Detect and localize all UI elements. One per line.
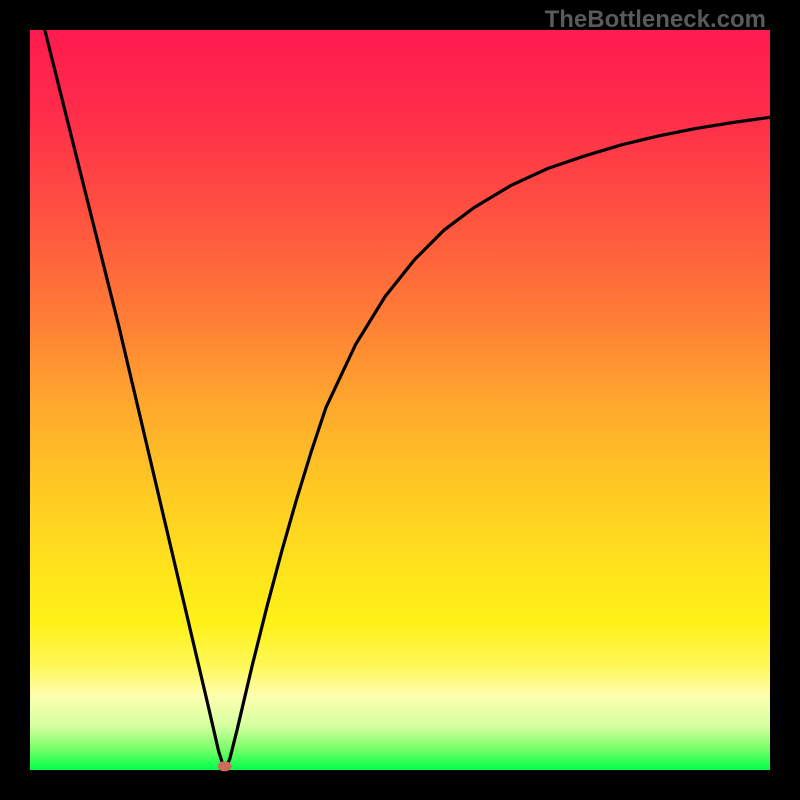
watermark-text: TheBottleneck.com (545, 6, 766, 34)
minimum-marker (218, 761, 232, 771)
curve-layer (30, 30, 770, 770)
plot-area (30, 30, 770, 770)
bottleneck-curve (45, 30, 770, 770)
chart-frame: TheBottleneck.com (0, 0, 800, 800)
